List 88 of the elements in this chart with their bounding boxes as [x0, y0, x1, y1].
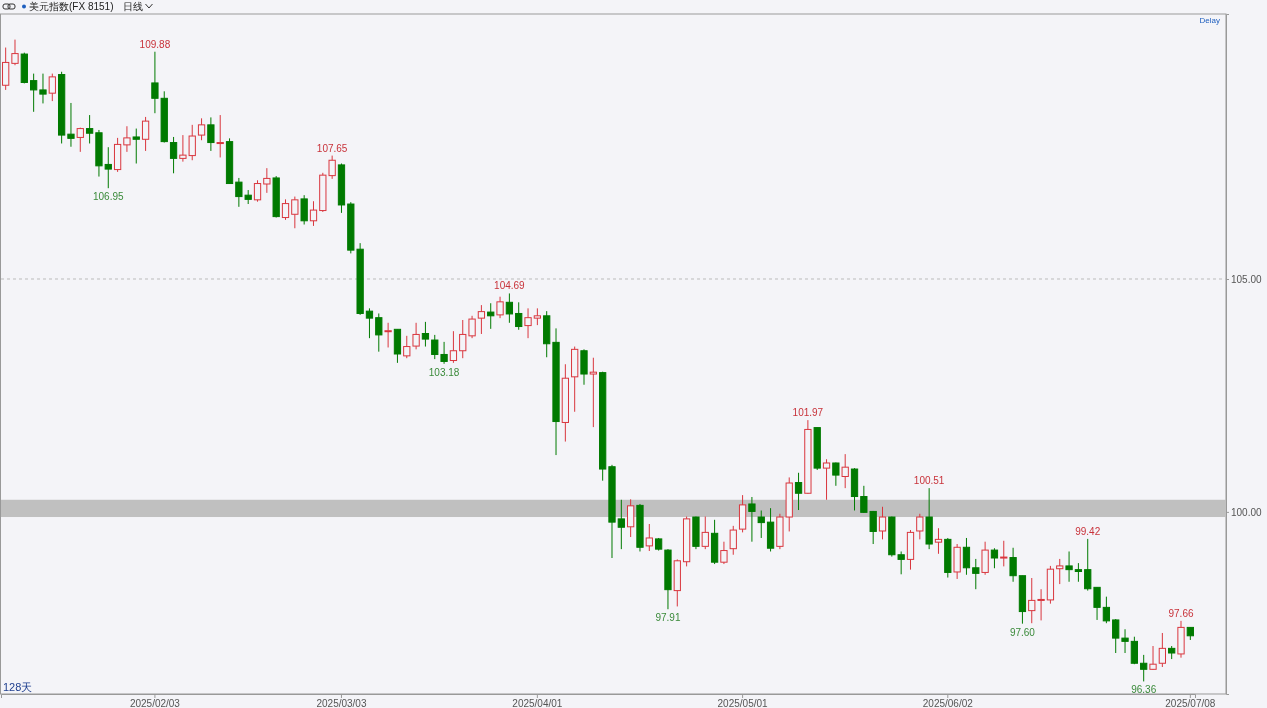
candlestick [1056, 558, 1064, 585]
candlestick [263, 167, 271, 194]
candlestick [253, 179, 262, 203]
candlestick [794, 472, 803, 511]
candlestick [720, 541, 728, 565]
text: Delay [1199, 16, 1220, 25]
candlestick [207, 116, 215, 152]
candlestick [589, 357, 597, 428]
annotation: 106.95 [92, 191, 124, 203]
annotation: 97.91 [655, 612, 681, 624]
candlestick [48, 73, 56, 102]
candlestick [524, 307, 532, 339]
candlestick [216, 114, 224, 158]
candlestick [141, 116, 150, 152]
annotation: 128天 [3, 681, 33, 693]
annotation: 97.66 [1168, 607, 1194, 619]
x-tick-label: 2025/06/02 [922, 698, 974, 708]
annotation: 100.51 [913, 475, 945, 487]
candlestick [1130, 636, 1139, 665]
candlestick [505, 292, 514, 324]
annotation: 101.97 [792, 407, 824, 419]
candlestick [1158, 632, 1166, 668]
candlestick [617, 499, 625, 550]
annotation: 109.88 [139, 38, 171, 50]
candlestick [384, 322, 392, 348]
candlestick [1140, 654, 1148, 682]
chart-title: 美元指数(FX 8151) [29, 1, 114, 12]
annotation: 104.69 [494, 280, 526, 292]
x-tick-label: 2025/05/01 [717, 698, 769, 708]
candlestick [421, 321, 430, 348]
candlestick [477, 304, 486, 335]
candlestick [627, 498, 635, 538]
candlestick [515, 301, 523, 331]
candlestick [169, 136, 178, 174]
candlestick [757, 509, 765, 539]
candlestick [291, 196, 299, 229]
candlestick [132, 128, 140, 165]
candlestick [1112, 618, 1120, 654]
candlestick [1000, 540, 1008, 567]
candlestick [972, 558, 980, 590]
x-tick-label: 2025/04/01 [512, 698, 563, 708]
candlestick [822, 458, 831, 501]
candlestick [123, 125, 131, 153]
candlestick [962, 537, 971, 576]
candlestick [487, 302, 495, 330]
candlestick [981, 541, 989, 576]
candlestick [11, 39, 19, 66]
candlestick [729, 525, 737, 556]
candlestick [916, 513, 924, 540]
annotation: 107.65 [316, 142, 348, 154]
y-tick-label: 100.00 [1231, 506, 1263, 518]
annotation: 103.18 [428, 366, 460, 378]
candlestick [1009, 547, 1017, 583]
candlestick [1102, 596, 1111, 624]
x-tick-label: 2025/03/03 [316, 698, 367, 708]
candlestick [841, 453, 849, 489]
x-tick-label: 2025/02/03 [129, 698, 181, 708]
annotation: 97.60 [1009, 626, 1036, 638]
chart-subtitle: 日线 [123, 1, 144, 12]
candlestick [300, 194, 308, 226]
candlestick [645, 523, 653, 552]
candlestick [748, 496, 756, 543]
candlestick [309, 200, 318, 227]
candlestick [832, 462, 840, 487]
annotation: 96.36 [1131, 684, 1157, 696]
candlestick [1074, 562, 1083, 583]
candlestick [1121, 628, 1129, 654]
candlestick [281, 198, 290, 221]
candlestick [39, 73, 47, 104]
candlestick [990, 547, 999, 569]
annotation: 99.42 [1075, 525, 1101, 537]
candlestick [580, 348, 588, 386]
candlestick [934, 527, 943, 555]
y-tick-label: 105.00 [1231, 273, 1263, 285]
candlestick [449, 330, 458, 364]
candlestick [1149, 645, 1157, 671]
candlestick [375, 312, 383, 353]
candlestick [67, 102, 75, 148]
candlestick [701, 516, 709, 550]
candlestick [30, 73, 38, 113]
candlestick [76, 127, 84, 153]
candlestick [496, 296, 504, 319]
candlestick [85, 114, 94, 144]
candlestick [197, 117, 206, 141]
candlestick [878, 506, 887, 540]
candlestick [365, 307, 374, 339]
candlestick [1065, 550, 1073, 583]
x-tick-label: 2025/07/08 [1165, 698, 1216, 708]
